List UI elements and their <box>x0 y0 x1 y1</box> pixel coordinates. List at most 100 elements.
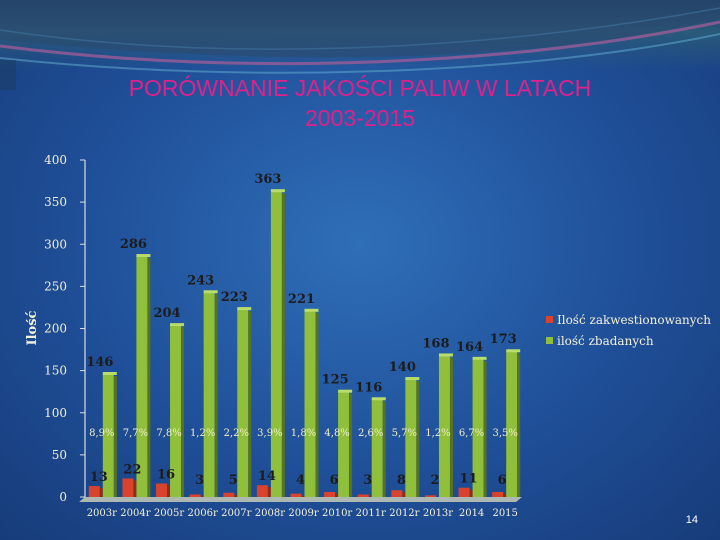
bar-zbadane-top <box>237 307 252 311</box>
bar-zbadane-top <box>338 389 353 393</box>
x-tick-label: 2004r <box>120 508 150 519</box>
bar-zbadane-side <box>281 193 285 498</box>
data-label-zakwestionowane: 3 <box>195 473 204 488</box>
bar-zbadane-side <box>315 312 319 497</box>
bar-zbadane-top <box>438 353 453 357</box>
bar-zakwestionowane-side <box>133 480 137 497</box>
percent-label: 1,2% <box>425 428 450 439</box>
bar-zakwestionowane-side <box>469 489 473 497</box>
bar-zbadane <box>136 256 148 497</box>
y-tick-label: 50 <box>52 448 67 462</box>
bar-zbadane-top <box>203 290 218 294</box>
y-tick-label: 350 <box>44 195 67 209</box>
bar-zbadane-side <box>214 294 218 497</box>
bar-zbadane-top <box>304 308 319 312</box>
percent-label: 6,7% <box>459 428 484 439</box>
data-label-zakwestionowane: 5 <box>229 473 238 488</box>
bar-zbadane-side <box>349 393 353 497</box>
x-tick-label: 2014 <box>459 508 484 519</box>
bar-zakwestionowane-side <box>335 493 339 497</box>
bar-zbadane <box>371 399 383 497</box>
data-label-zakwestionowane: 13 <box>90 470 108 485</box>
decorative-swoosh <box>0 0 720 90</box>
y-tick-label: 150 <box>44 364 67 378</box>
data-label-zbadane: 125 <box>322 373 349 388</box>
bar-zbadane-top <box>405 377 420 381</box>
x-tick-label: 2010r <box>322 508 352 519</box>
data-label-zbadane: 164 <box>456 340 483 355</box>
y-tick-label: 300 <box>44 237 67 251</box>
data-label-zakwestionowane: 22 <box>123 462 141 477</box>
x-tick-label: 2006r <box>188 508 218 519</box>
x-tick-label: 2005r <box>154 508 184 519</box>
bar-zakwestionowane <box>88 486 100 497</box>
axes: 0 50 100 150 200 250 300 350 400 Ilość 2003r 2004r 2… <box>25 153 522 519</box>
bar-zakwestionowane <box>122 478 134 497</box>
legend-swatch <box>546 316 553 323</box>
x-tick-label: 2011r <box>356 508 386 519</box>
data-label-zakwestionowane: 2 <box>430 473 439 488</box>
bar-zbadane-side <box>517 353 521 497</box>
legend-swatch <box>546 337 553 344</box>
bar-zbadane <box>170 325 182 497</box>
data-label-zbadane: 243 <box>187 273 214 288</box>
y-tick-label: 200 <box>44 322 67 336</box>
legend-label: ilość zbadanych <box>557 334 654 348</box>
data-label-zbadane: 146 <box>86 355 113 370</box>
bar-zakwestionowane-side <box>503 493 507 497</box>
bar-zakwestionowane <box>492 491 504 497</box>
percent-label: 3,5% <box>492 428 517 439</box>
x-tick-label: 2012r <box>389 508 419 519</box>
percent-label: 4,8% <box>324 428 349 439</box>
data-label-zbadane: 223 <box>221 290 248 305</box>
bar-zakwestionowane <box>189 494 201 497</box>
data-label-zbadane: 221 <box>288 292 315 307</box>
slide-title-line1: PORÓWNANIE JAKOŚCI PALIW W LATACH <box>128 75 592 101</box>
percent-label: 7,8% <box>156 428 181 439</box>
bar-zbadane-top <box>472 356 487 360</box>
data-label-zbadane: 286 <box>120 237 147 252</box>
bar-zbadane-side <box>382 401 386 497</box>
bar-zbadane-side <box>181 327 185 497</box>
bar-zbadane-top <box>136 254 151 258</box>
data-label-zbadane: 204 <box>153 306 180 321</box>
y-tick-label: 100 <box>44 406 67 420</box>
bar-zbadane-side <box>416 381 420 497</box>
bar-zakwestionowane-side <box>301 495 305 497</box>
x-tick-label: 2003r <box>87 508 117 519</box>
bars <box>88 189 521 498</box>
data-label-zbadane: 173 <box>490 332 517 347</box>
percent-label: 2,6% <box>358 428 383 439</box>
y-tick-label: 400 <box>44 153 67 167</box>
bar-zbadane-top <box>102 371 117 375</box>
bar-zakwestionowane-side <box>267 487 271 497</box>
bar-zbadane-top <box>371 397 386 401</box>
x-tick-label: 2009r <box>288 508 318 519</box>
bar-zakwestionowane-side <box>234 494 238 497</box>
data-label-zakwestionowane: 6 <box>498 473 507 488</box>
data-label-zakwestionowane: 3 <box>363 473 372 488</box>
percent-label: 2,2% <box>224 428 249 439</box>
bar-zbadane <box>237 309 249 497</box>
legend: Ilość zakwestionowanych ilość zbadanych <box>546 313 711 348</box>
x-tick-label: 2008r <box>255 508 285 519</box>
bar-zbadane <box>338 391 350 497</box>
percent-label: 3,9% <box>257 428 282 439</box>
bar-zbadane <box>472 358 484 497</box>
bar-zbadane <box>405 379 417 497</box>
x-tick-label: 2015 <box>492 508 517 519</box>
data-labels: 146138,9%286227,7%204167,8%24331,2%22352… <box>86 172 518 488</box>
data-label-zakwestionowane: 14 <box>258 469 276 484</box>
data-label-zbadane: 140 <box>389 360 416 375</box>
y-tick-label: 250 <box>44 279 67 293</box>
bar-zakwestionowane <box>357 494 369 497</box>
data-label-zbadane: 116 <box>355 380 382 395</box>
bar-zbadane <box>438 355 450 497</box>
y-axis-title: Ilość <box>25 310 40 345</box>
bar-zakwestionowane-side <box>99 488 103 497</box>
bar-zbadane-side <box>449 357 453 497</box>
data-label-zakwestionowane: 16 <box>157 468 175 483</box>
percent-label: 1,8% <box>291 428 316 439</box>
bar-zakwestionowane-side <box>167 485 171 497</box>
bar-zakwestionowane <box>324 491 336 497</box>
